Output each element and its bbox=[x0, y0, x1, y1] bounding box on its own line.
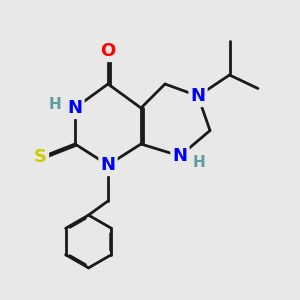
Text: O: O bbox=[100, 42, 116, 60]
Text: H: H bbox=[193, 155, 206, 170]
Text: S: S bbox=[34, 148, 47, 166]
Text: N: N bbox=[100, 156, 116, 174]
Text: N: N bbox=[68, 99, 82, 117]
Text: N: N bbox=[190, 87, 206, 105]
Text: H: H bbox=[48, 97, 61, 112]
Text: N: N bbox=[172, 147, 188, 165]
